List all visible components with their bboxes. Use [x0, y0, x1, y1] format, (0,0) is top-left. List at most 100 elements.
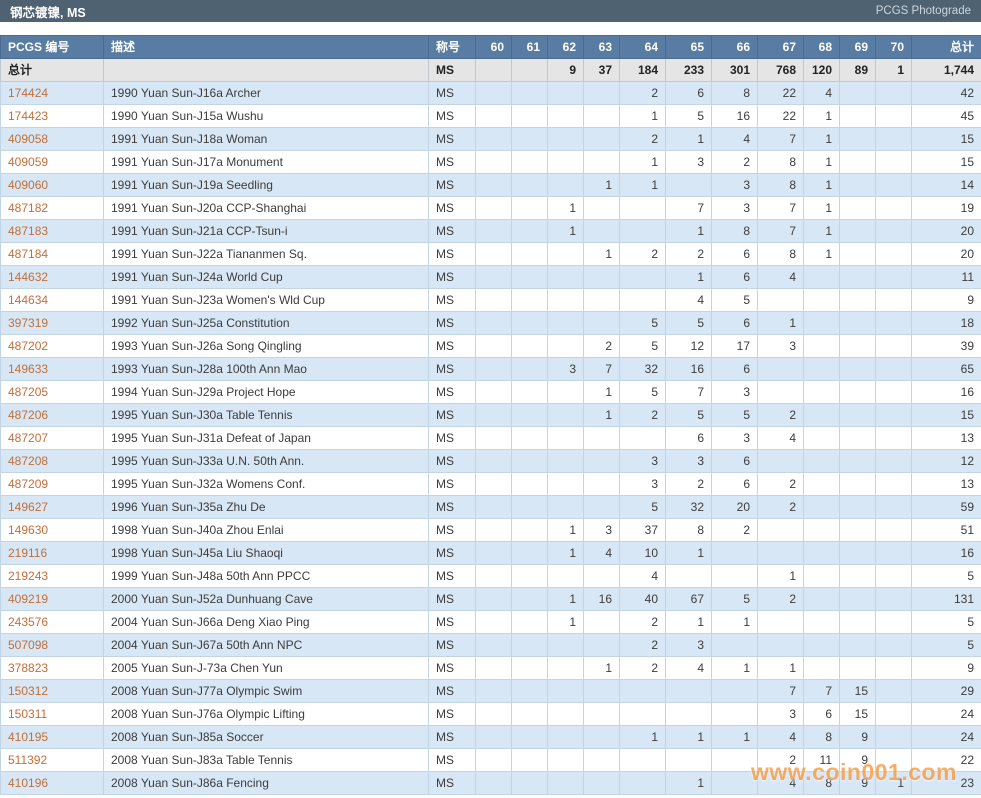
pcgs-number-link[interactable]: 487207 [8, 431, 49, 445]
grade-60-count [475, 127, 512, 151]
grade-63-count [583, 81, 620, 105]
grade-65-count: 1 [665, 725, 712, 749]
grade-64-count: 3 [619, 449, 666, 473]
pcgs-number-link[interactable]: 487184 [8, 247, 49, 261]
coin-description: 1991 Yuan Sun-J17a Monument [103, 150, 429, 174]
grade-60-count [475, 334, 512, 358]
pcgs-number-link[interactable]: 487205 [8, 385, 49, 399]
grade-61-count [511, 679, 548, 703]
totals-row: 总计 MS 9 37 184 233 301 768 120 89 1 1,744 [0, 58, 981, 82]
grade-65-count: 3 [665, 633, 712, 657]
pcgs-number-link[interactable]: 409219 [8, 592, 49, 606]
grade-66-count: 17 [711, 334, 758, 358]
pcgs-number-cell: 487202 [0, 334, 104, 358]
coin-description: 1993 Yuan Sun-J26a Song Qingling [103, 334, 429, 358]
grade-62-count [547, 656, 584, 680]
grade-68-count: 1 [803, 196, 840, 220]
designation: MS [428, 472, 476, 496]
grade-63-count: 2 [583, 334, 620, 358]
row-total: 29 [911, 679, 981, 703]
grade-60-count [475, 656, 512, 680]
coin-description: 1992 Yuan Sun-J25a Constitution [103, 311, 429, 335]
pcgs-number-cell: 149633 [0, 357, 104, 381]
grade-66-count: 6 [711, 265, 758, 289]
grade-68-count: 1 [803, 104, 840, 128]
grade-66-count: 2 [711, 518, 758, 542]
pcgs-number-link[interactable]: 487208 [8, 454, 49, 468]
pcgs-number-link[interactable]: 410196 [8, 776, 49, 790]
column-header-63: 63 [583, 35, 620, 59]
grade-70-count [875, 702, 912, 726]
row-total: 5 [911, 564, 981, 588]
pcgs-number-link[interactable]: 409060 [8, 178, 49, 192]
header-row: PCGS 编号 描述 称号 60 61 62 63 64 65 66 67 68 69 70 总计 [0, 35, 981, 59]
designation: MS [428, 495, 476, 519]
grade-68-count [803, 518, 840, 542]
grade-67-count [757, 610, 804, 634]
grade-69-count [839, 380, 876, 404]
coin-description: 1991 Yuan Sun-J23a Women's Wld Cup [103, 288, 429, 312]
pcgs-number-link[interactable]: 511392 [8, 753, 48, 767]
grade-64-count [619, 426, 666, 450]
row-total: 16 [911, 541, 981, 565]
grade-64-count: 2 [619, 610, 666, 634]
table-row: 487205 1994 Yuan Sun-J29a Project Hope MS 1… [0, 380, 981, 404]
grade-67-count: 4 [757, 265, 804, 289]
pcgs-number-link[interactable]: 150311 [8, 707, 48, 721]
designation: MS [428, 564, 476, 588]
grade-65-count: 1 [665, 610, 712, 634]
pcgs-number-link[interactable]: 144632 [8, 270, 49, 284]
pcgs-number-link[interactable]: 174423 [8, 109, 49, 123]
pcgs-number-link[interactable]: 487209 [8, 477, 49, 491]
pcgs-number-link[interactable]: 487202 [8, 339, 49, 353]
grade-66-count: 6 [711, 311, 758, 335]
coin-description: 1999 Yuan Sun-J48a 50th Ann PPCC [103, 564, 429, 588]
grade-63-count: 1 [583, 656, 620, 680]
pcgs-number-link[interactable]: 410195 [8, 730, 49, 744]
pcgs-number-link[interactable]: 397319 [8, 316, 49, 330]
pcgs-number-link[interactable]: 487206 [8, 408, 49, 422]
pcgs-number-link[interactable]: 378823 [8, 661, 49, 675]
grade-62-count [547, 771, 584, 795]
grade-60-count [475, 288, 512, 312]
table-row: 410195 2008 Yuan Sun-J85a Soccer MS 1 1 1 4 8 9 2… [0, 725, 981, 749]
column-header-70: 70 [875, 35, 912, 59]
grade-63-count [583, 265, 620, 289]
pcgs-number-link[interactable]: 487182 [8, 201, 49, 215]
pcgs-number-link[interactable]: 149633 [8, 362, 49, 376]
pcgs-number-link[interactable]: 149630 [8, 523, 49, 537]
coin-description: 1996 Yuan Sun-J35a Zhu De [103, 495, 429, 519]
row-total: 20 [911, 219, 981, 243]
grade-61-count [511, 173, 548, 197]
pcgs-number-link[interactable]: 507098 [8, 638, 49, 652]
pcgs-number-link[interactable]: 150312 [8, 684, 49, 698]
designation: MS [428, 196, 476, 220]
grade-63-count: 1 [583, 403, 620, 427]
pcgs-number-link[interactable]: 487183 [8, 224, 49, 238]
totals-grade-67: 768 [757, 58, 804, 82]
grade-60-count [475, 472, 512, 496]
pcgs-number-link[interactable]: 219116 [8, 546, 48, 560]
grade-67-count: 8 [757, 150, 804, 174]
grade-60-count [475, 403, 512, 427]
grade-68-count: 7 [803, 679, 840, 703]
grade-67-count [757, 633, 804, 657]
designation: MS [428, 610, 476, 634]
pcgs-number-link[interactable]: 409059 [8, 155, 49, 169]
pcgs-number-link[interactable]: 243576 [8, 615, 49, 629]
grade-66-count [711, 748, 758, 772]
photograde-link[interactable]: PCGS Photograde [875, 5, 971, 17]
pcgs-number-link[interactable]: 149627 [8, 500, 49, 514]
grade-61-count [511, 541, 548, 565]
column-header-总计: 总计 [911, 35, 981, 59]
grade-70-count [875, 127, 912, 151]
grade-60-count [475, 426, 512, 450]
pcgs-number-link[interactable]: 174424 [8, 86, 49, 100]
pcgs-number-link[interactable]: 409058 [8, 132, 49, 146]
pcgs-number-cell: 378823 [0, 656, 104, 680]
column-header-67: 67 [757, 35, 804, 59]
grade-64-count: 5 [619, 495, 666, 519]
pcgs-number-link[interactable]: 219243 [8, 569, 49, 583]
grade-70-count [875, 587, 912, 611]
pcgs-number-link[interactable]: 144634 [8, 293, 49, 307]
